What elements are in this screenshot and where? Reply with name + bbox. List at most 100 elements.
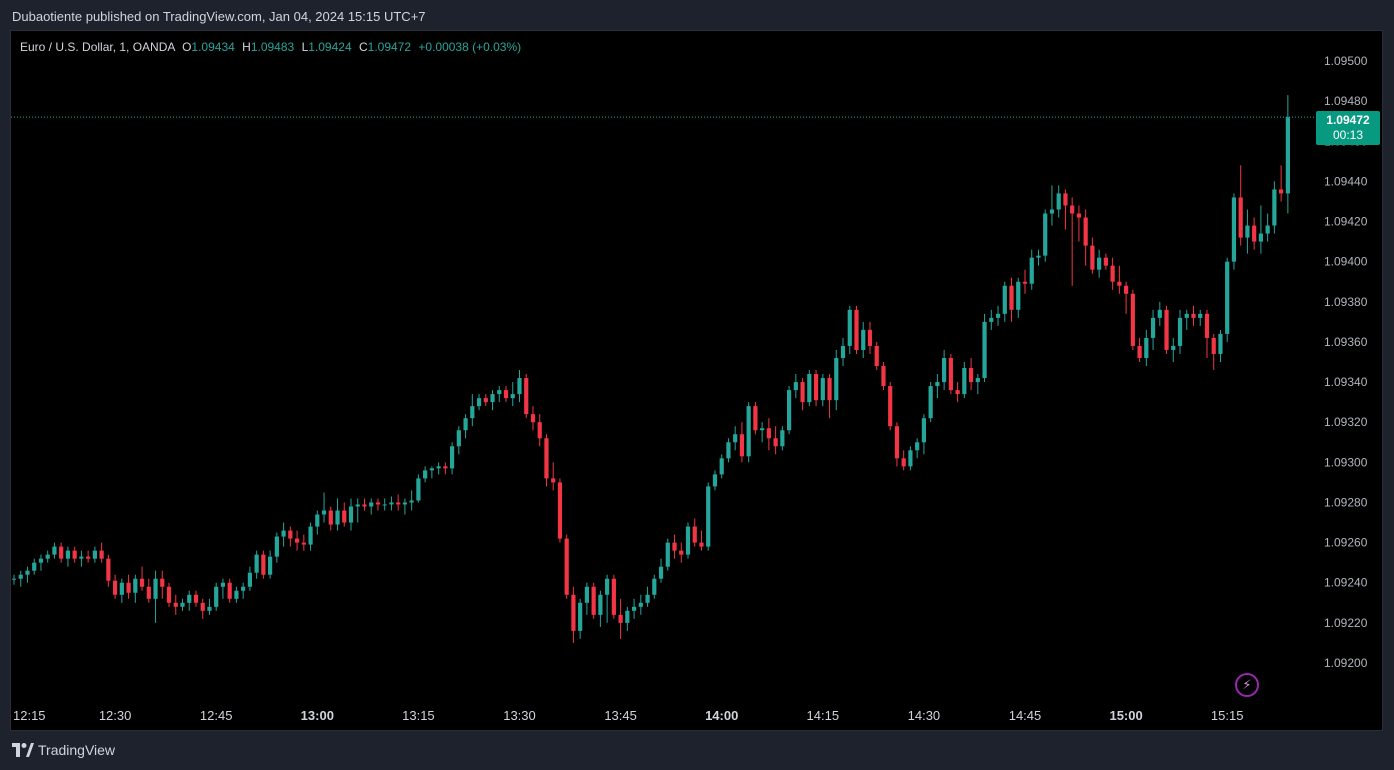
candle-body	[901, 458, 906, 467]
candle-body	[429, 468, 434, 471]
open-value: 1.09434	[191, 40, 235, 54]
candle-body	[840, 345, 846, 358]
candle-body	[315, 514, 320, 527]
candle-body	[86, 556, 91, 559]
candle-body	[578, 602, 583, 631]
candle-body	[955, 390, 960, 395]
candle-body	[294, 538, 300, 543]
candle-body	[706, 486, 711, 547]
candle-body	[470, 406, 475, 419]
chart-area[interactable]: 1.095001.094801.094601.094401.094201.094…	[10, 30, 1383, 731]
candle-body	[45, 554, 50, 559]
close-label: C	[358, 40, 368, 54]
candle-body	[328, 510, 333, 525]
candle-body	[180, 602, 185, 607]
candle-body	[416, 478, 421, 501]
candle-body	[200, 602, 205, 611]
candle-body	[962, 368, 967, 395]
candle-body	[483, 398, 488, 403]
symbol-name: Euro / U.S. Dollar, 1, OANDA	[20, 40, 175, 54]
candle-body	[355, 504, 360, 507]
candle-body	[787, 390, 792, 431]
candle-body	[968, 368, 974, 383]
candle-body	[1258, 233, 1263, 242]
candle-body	[1191, 313, 1196, 318]
candle-body	[605, 578, 610, 595]
candle-body	[861, 329, 866, 350]
candle-body	[631, 606, 637, 611]
y-tick-label: 1.09200	[1324, 656, 1368, 670]
candle-body	[32, 562, 37, 571]
candle-body	[1144, 337, 1149, 358]
symbol-legend: Euro / U.S. Dollar, 1, OANDA O1.09434 H1…	[20, 40, 521, 54]
candle-body	[557, 482, 563, 539]
candle-body	[1245, 225, 1250, 238]
candle-body	[1070, 205, 1075, 214]
candle-body	[1009, 285, 1014, 310]
candle-body	[166, 586, 172, 603]
candle-body	[1043, 213, 1048, 256]
candle-body	[1150, 317, 1156, 338]
candle-body	[126, 582, 131, 593]
candle-body	[948, 357, 953, 391]
candle-body	[106, 558, 111, 581]
candle-body	[719, 458, 724, 475]
candle-body	[1097, 257, 1102, 270]
candle-body	[234, 590, 239, 599]
candle-body	[652, 578, 657, 595]
y-tick-label: 1.09440	[1324, 174, 1368, 188]
candle-body	[638, 602, 643, 607]
close-value: 1.09472	[367, 40, 412, 54]
x-tick-label: 15:15	[1211, 708, 1244, 723]
candle-body	[113, 580, 118, 595]
candle-body	[1171, 345, 1176, 350]
candle-body	[544, 438, 549, 479]
countdown: 00:13	[1332, 128, 1364, 142]
candle-body	[247, 572, 252, 587]
candle-body	[254, 554, 259, 573]
publish-info: Dubaotiente published on TradingView.com…	[12, 9, 426, 24]
open-label: O	[182, 40, 192, 54]
candle-body	[288, 530, 293, 539]
y-tick-label: 1.09420	[1324, 215, 1368, 229]
candle-body	[874, 345, 879, 367]
candlestick-chart[interactable]: 1.095001.094801.094601.094401.094201.094…	[11, 31, 1382, 730]
y-tick-label: 1.09240	[1324, 576, 1368, 590]
candle-body	[975, 378, 980, 383]
candle-body	[820, 378, 825, 401]
candle-body	[1076, 213, 1082, 218]
candle-body	[409, 500, 414, 503]
candle-body	[982, 321, 987, 379]
candle-body	[672, 542, 677, 551]
y-tick-label: 1.09320	[1324, 415, 1368, 429]
candle-body	[517, 378, 522, 395]
footer-brand: TradingView	[38, 742, 116, 758]
candle-body	[510, 394, 515, 399]
candle-body	[773, 438, 778, 447]
candle-body	[733, 434, 738, 443]
lightning-icon[interactable]: ⚡	[1235, 673, 1259, 697]
x-tick-label: 14:15	[807, 708, 840, 723]
candle-body	[1117, 281, 1122, 286]
candle-body	[1110, 265, 1115, 282]
candle-body	[146, 586, 151, 599]
candle-body	[1137, 345, 1142, 358]
candle-body	[52, 546, 57, 555]
candle-body	[25, 570, 30, 575]
y-tick-label: 1.09340	[1324, 375, 1368, 389]
candle-body	[490, 394, 495, 403]
candle-body	[618, 614, 623, 623]
candle-body	[369, 502, 374, 507]
candle-body	[11, 578, 17, 580]
candle-body	[847, 309, 852, 346]
candle-body	[160, 578, 165, 587]
candle-body	[241, 586, 246, 591]
candle-body	[402, 502, 408, 505]
candle-body	[685, 526, 691, 555]
x-tick-label: 13:45	[604, 708, 637, 723]
candle-body	[193, 594, 199, 603]
x-tick-label: 14:00	[705, 708, 738, 723]
candle-body	[753, 406, 758, 431]
candle-body	[807, 374, 812, 403]
candle-body	[1265, 225, 1270, 234]
